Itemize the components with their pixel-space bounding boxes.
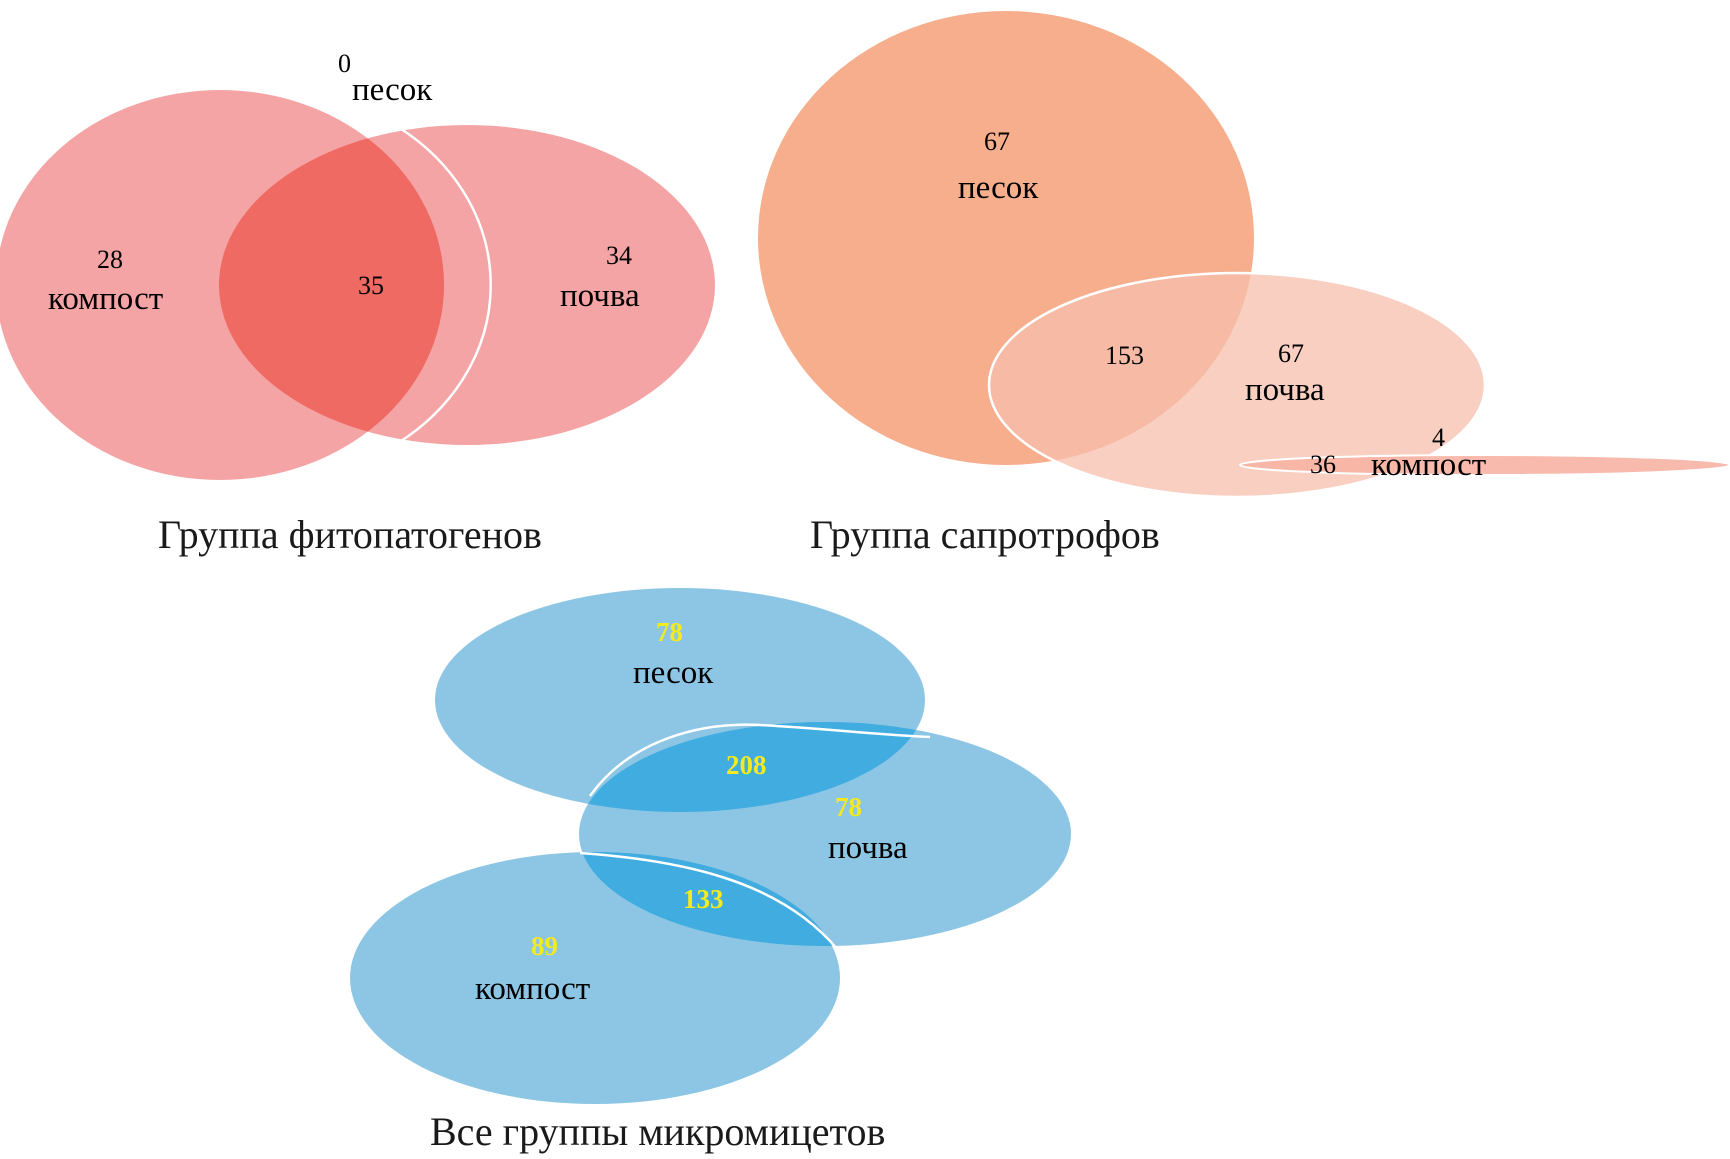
sapro-soil-compost-count: 36 [1310,450,1336,479]
phyto-compost-label: компост [48,281,163,317]
sapro-sand-label: песок [958,170,1039,206]
sapro-soil-circle [987,271,1487,499]
all-sand-label: песок [633,655,714,691]
sapro-soil-label: почва [1245,372,1325,408]
venn-phytopathogens: 0 песок 28 компост 35 34 почва Группа фи… [0,49,715,557]
all-sand-soil-count: 208 [726,750,767,780]
sapro-overlap-count: 153 [1105,341,1144,370]
sapro-compost-count: 4 [1432,423,1445,452]
all-soil-label: почва [828,830,908,866]
venn-saprotrophs: 67 песок 153 67 почва 4 36 компост Групп… [758,11,1730,557]
all-compost-count: 89 [531,931,558,961]
all-soil-compost-overlap [579,852,840,946]
sapro-sand-count: 67 [984,127,1010,156]
all-caption: Все группы микромицетов [430,1109,885,1154]
sapro-caption: Группа сапротрофов [810,512,1160,557]
phyto-soil-count: 34 [606,241,632,270]
all-soil-count: 78 [835,792,862,822]
all-outline-arc-bottom [579,851,839,951]
sapro-soil-count: 67 [1278,339,1304,368]
sapro-compost-label: компост [1371,447,1486,483]
phyto-compost-count: 28 [97,245,123,274]
all-outline-arc-top [588,723,931,797]
phyto-overlap-region [219,125,444,445]
all-soil-compost-count: 133 [683,884,724,914]
all-sand-soil-overlap [579,722,925,812]
phyto-outline-arc [397,125,492,445]
all-compost-label: компост [475,971,590,1007]
all-sand-count: 78 [656,617,683,647]
phyto-soil-label: почва [560,278,640,314]
venn-all-micromycetes: 78 песок 208 78 почва 133 89 компост Все… [350,588,1071,1154]
phyto-caption: Группа фитопатогенов [158,512,542,557]
phyto-overlap-count: 35 [358,271,384,300]
phyto-sand-label: песок [352,72,433,108]
sapro-compost-circle [1239,454,1730,476]
phyto-sand-count: 0 [338,49,351,78]
